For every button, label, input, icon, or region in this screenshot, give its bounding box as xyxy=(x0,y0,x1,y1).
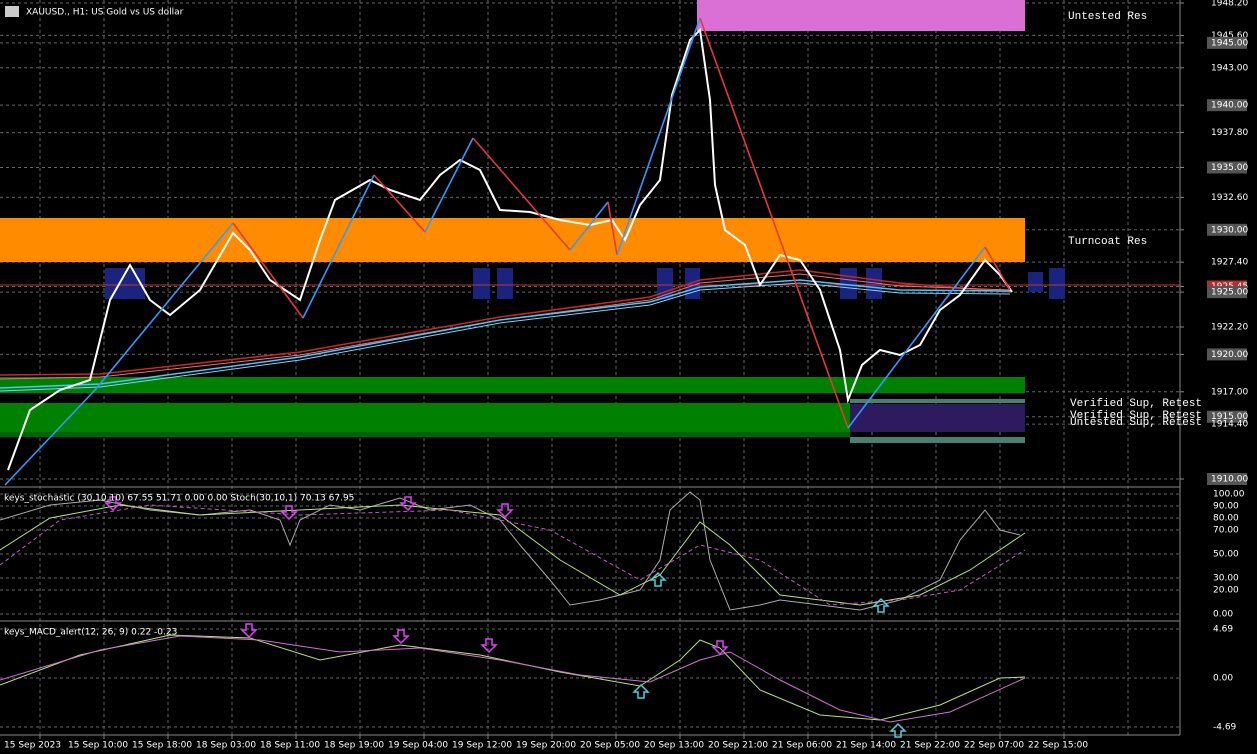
icon xyxy=(5,6,19,17)
ma xyxy=(0,279,1011,389)
time-label: 21 Sep 22:00 xyxy=(900,741,960,751)
stoch-label: 100.00 xyxy=(1213,490,1245,500)
macd-label: 0.00 xyxy=(1213,674,1233,684)
arrows xyxy=(104,496,907,738)
time-label: 22 Sep 07:00 xyxy=(964,741,1024,751)
price-label: 1943.00 xyxy=(1211,63,1248,73)
price-box xyxy=(1207,348,1247,361)
price-label: 1915.00 xyxy=(1211,412,1248,422)
macd-label: -4.69 xyxy=(1213,723,1237,733)
signal-arrow xyxy=(104,496,122,512)
signal-arrow xyxy=(480,638,498,654)
res-zone xyxy=(697,0,1025,31)
stoch-label: 0.00 xyxy=(1213,610,1233,620)
price-box xyxy=(1207,286,1247,299)
time-label: 18 Sep 11:00 xyxy=(260,741,320,751)
price-label: 1945.60 xyxy=(1211,31,1248,41)
signal-arrow xyxy=(711,640,729,656)
time-label: 21 Sep 06:00 xyxy=(772,741,832,751)
zone-label: Verified Sup, Retest xyxy=(1070,398,1202,410)
time-label: 19 Sep 04:00 xyxy=(388,741,448,751)
sup-zone xyxy=(0,403,850,432)
time-label: 21 Sep 14:00 xyxy=(836,741,896,751)
sup-zone xyxy=(850,404,1025,432)
time-label: 20 Sep 05:00 xyxy=(580,741,640,751)
price-label: 1940.00 xyxy=(1211,101,1248,111)
price-path xyxy=(7,27,1013,471)
price-label: 1922.20 xyxy=(1211,322,1248,332)
stoch-line xyxy=(0,491,1021,611)
price-label: 1948.20 xyxy=(1211,0,1248,9)
signal-arrow xyxy=(240,623,258,639)
price-label: 1910.00 xyxy=(1211,475,1248,485)
time-label: 18 Sep 19:00 xyxy=(324,741,384,751)
turncoat-zone xyxy=(0,218,1025,262)
time-label: 18 Sep 03:00 xyxy=(196,741,256,751)
zone-label: Untested Res xyxy=(1068,11,1147,23)
price-box xyxy=(1207,99,1247,112)
zigzag xyxy=(4,17,1011,486)
macd-signal xyxy=(0,635,1026,723)
zone-label: Turncoat Res xyxy=(1068,236,1147,248)
price-label: 1930.00 xyxy=(1211,225,1248,235)
signal-arrow xyxy=(280,505,298,521)
stoch-signal xyxy=(0,504,1026,606)
macd-line xyxy=(0,634,1026,721)
price-label: 1920.00 xyxy=(1211,350,1248,360)
price-box xyxy=(1207,223,1247,236)
price-box xyxy=(1207,410,1247,423)
signal-arrow xyxy=(399,496,417,512)
time-label: 15 Sep 10:00 xyxy=(68,741,128,751)
sup-zone xyxy=(0,377,1025,393)
time-label: 20 Sep 13:00 xyxy=(644,741,704,751)
ma xyxy=(0,269,1011,376)
time-label: 20 Sep 21:00 xyxy=(708,741,768,751)
pane-label: keys_MACD_alert(12, 26, 9) 0.22 -0.23 xyxy=(4,628,177,638)
price-label: 1917.00 xyxy=(1211,387,1248,397)
stoch-label: 70.00 xyxy=(1213,526,1239,536)
chart-title: XAUUSD., H1: US Gold vs US dollar xyxy=(26,8,184,18)
price-box xyxy=(1207,473,1247,485)
price-label: 1932.60 xyxy=(1211,193,1248,203)
signal-arrow xyxy=(632,683,650,699)
signal-arrow xyxy=(649,571,667,587)
macd-label: 4.69 xyxy=(1213,625,1233,635)
price-box xyxy=(1207,36,1247,49)
sup-zone xyxy=(850,399,1025,403)
time-label: 15 Sep 18:00 xyxy=(132,741,192,751)
stoch-label: 30.00 xyxy=(1213,574,1239,584)
sup-zone xyxy=(850,437,1025,443)
time-label: 19 Sep 20:00 xyxy=(516,741,576,751)
signal-arrow xyxy=(872,597,890,613)
signal-arrow xyxy=(889,722,907,738)
price-label: 1927.40 xyxy=(1211,258,1248,268)
price-box xyxy=(1207,161,1247,174)
price-label: 1935.00 xyxy=(1211,163,1248,173)
stoch-label: 90.00 xyxy=(1213,502,1239,512)
time-label: 15 Sep 2023 xyxy=(4,741,61,751)
time-label: 22 Sep 15:00 xyxy=(1028,741,1088,751)
price-label: 1925.00 xyxy=(1211,288,1248,298)
stoch-label: 20.00 xyxy=(1213,586,1239,596)
zone-label: Untested Sup, Retest xyxy=(1070,417,1202,429)
zone-label: Verified Sup, Retest xyxy=(1070,410,1202,422)
price-label: 1945.00 xyxy=(1211,38,1248,48)
time-label: 19 Sep 12:00 xyxy=(452,741,512,751)
ma xyxy=(0,282,1011,392)
signal-arrow xyxy=(392,629,410,645)
stoch-label: 80.00 xyxy=(1213,514,1239,524)
price-label: 1937.80 xyxy=(1211,128,1248,138)
stoch-label: 50.00 xyxy=(1213,550,1239,560)
price-label: 1914.40 xyxy=(1211,420,1248,430)
signal-arrow xyxy=(496,503,514,519)
ma xyxy=(0,273,1011,380)
sup-zone xyxy=(0,432,850,437)
pane-label: keys_stochastic (30,10,10) 67.55 51.71 0… xyxy=(4,494,354,504)
